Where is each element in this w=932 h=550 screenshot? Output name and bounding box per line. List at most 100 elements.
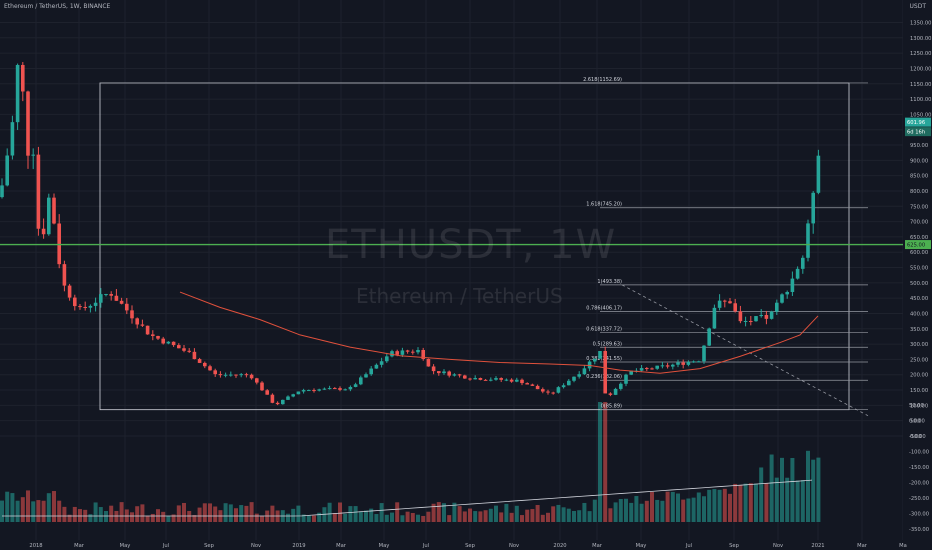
time-tick-label: May [636, 543, 647, 549]
volume-bar [213, 506, 218, 522]
volume-bar [150, 513, 155, 522]
candle-body [806, 223, 810, 258]
time-tick-label: Nov [773, 543, 783, 549]
volume-bar [478, 511, 483, 522]
candle-body [577, 374, 581, 377]
volume-bar [197, 507, 202, 522]
volume-bar [10, 493, 15, 522]
volume-bar [452, 502, 457, 522]
volume-bar [46, 493, 51, 522]
candle-body [629, 370, 633, 375]
candle-body [468, 378, 472, 380]
candle-body [442, 371, 446, 374]
grid-lines [0, 0, 904, 540]
price-tick-label: 0.00 [910, 434, 922, 440]
candle-body [556, 387, 561, 393]
volume-bar [608, 508, 613, 522]
candle-body [52, 197, 56, 224]
candle-body [613, 388, 618, 395]
price-tick-label: 50.00 [910, 419, 925, 425]
candle-body [161, 338, 165, 344]
candle-body [166, 341, 171, 344]
price-tick-label: 300.00 [910, 342, 928, 348]
currency-label: USDT [909, 3, 927, 10]
volume-bar [254, 513, 259, 522]
candle-body [561, 385, 566, 388]
candle-body [769, 311, 774, 319]
moving-average [179, 291, 819, 374]
candle-body [603, 350, 607, 394]
candle-body [447, 371, 451, 376]
candle-body [452, 374, 457, 376]
volume-bar [790, 457, 795, 522]
volume-bar [514, 505, 519, 522]
candle-body [515, 379, 519, 382]
volume-tick-label: -300.00 [909, 512, 929, 518]
volume-bar [93, 502, 98, 522]
price-tick-label: 1050.00 [910, 112, 931, 118]
candle-body [151, 334, 155, 336]
time-tick-label: Sep [204, 543, 214, 549]
candle-body [5, 155, 9, 186]
candle-body [785, 291, 789, 295]
volume-bar [806, 450, 810, 522]
volume-bar [676, 493, 680, 522]
candle-body [738, 311, 743, 322]
price-tick-label: 350.00 [910, 327, 928, 333]
volume-bar [327, 502, 332, 522]
fib-level-label: 0.618(337.72) [586, 327, 622, 333]
volume-bar [187, 510, 192, 522]
fib-level-label: 2.618(1152.69) [583, 77, 622, 83]
volume-bar [561, 507, 566, 522]
candle-body [36, 154, 41, 229]
volume-bar [20, 497, 25, 522]
volume-bar [556, 504, 561, 522]
volume-bar [348, 506, 353, 522]
candle-body [520, 379, 524, 384]
volume-bar [312, 515, 316, 522]
candle-body [390, 351, 394, 357]
price-tick-label: 900.00 [910, 158, 928, 164]
candle-body [665, 365, 670, 367]
volume-bar [88, 514, 93, 522]
ma-line [179, 291, 819, 374]
candle-body [499, 378, 503, 380]
volume-bar [176, 505, 181, 522]
fib-trend-line [621, 284, 869, 417]
candle-body [509, 379, 514, 382]
candle-body [119, 300, 124, 304]
volume-bar [717, 489, 722, 522]
time-axis[interactable]: 2018 Mar May Jul Sep Nov 2019 Mar May Jul Sep Nov 20… [0, 540, 932, 550]
time-tick-label: Mar [592, 543, 603, 549]
candle-body [671, 364, 675, 367]
time-tick-label: Jul [685, 543, 692, 549]
candle-body [691, 361, 696, 363]
candle-body [125, 303, 129, 311]
time-tick-label: Jul [422, 543, 429, 549]
candle-body [177, 345, 181, 349]
volume-bar [67, 514, 72, 522]
volume-bar [613, 502, 618, 522]
time-tick-label: 2020 [553, 543, 566, 549]
candle-series [0, 62, 821, 406]
symbol-header[interactable]: Ethereum / TetherUS, 1W, BINANCE [4, 3, 111, 10]
volume-bar [681, 499, 686, 522]
candle-body [249, 374, 254, 379]
candle-body [400, 350, 405, 355]
volume-bar [816, 457, 821, 522]
candle-body [421, 349, 425, 359]
volume-bars [0, 402, 821, 522]
candle-body [10, 122, 15, 156]
volume-bar [728, 493, 732, 522]
volume-bar [135, 506, 140, 522]
volume-bar [624, 498, 628, 522]
price-axis-background [903, 0, 932, 540]
time-tick-label: Jul [162, 543, 169, 549]
candle-body [437, 371, 441, 374]
volume-tick-label: -50.00 [909, 434, 926, 440]
volume-bar [52, 491, 56, 522]
price-axis[interactable]: 1350.00 1300.00 1250.00 1200.00 1150.00 1100.… [903, 0, 932, 540]
price-tick-label: 950.00 [910, 143, 928, 149]
volume-bar [483, 510, 488, 522]
